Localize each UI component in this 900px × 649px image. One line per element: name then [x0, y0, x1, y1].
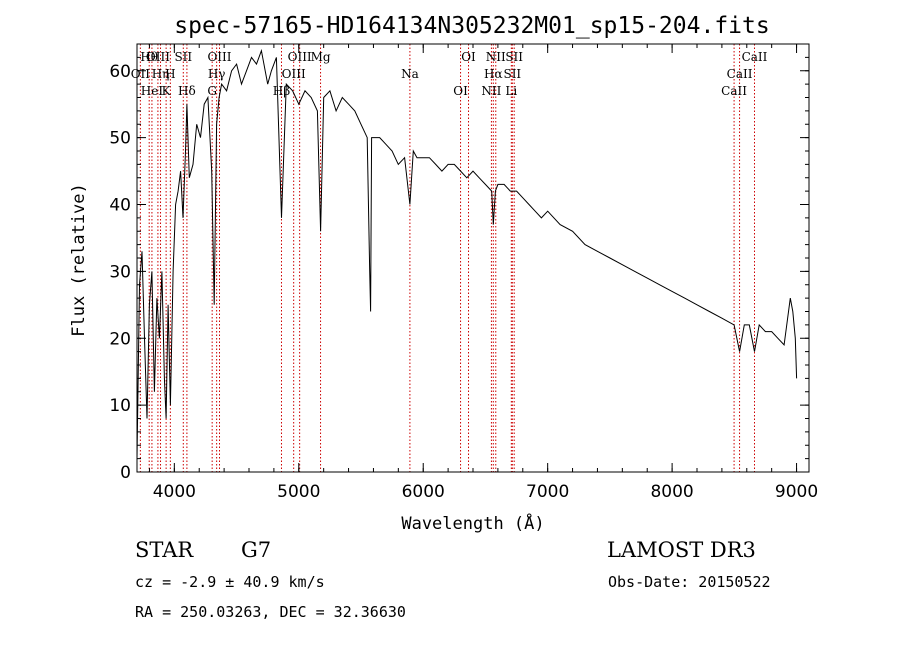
line-label: Hη	[152, 67, 170, 81]
x-axis: 4000 5000 6000 7000 8000 9000	[148, 44, 818, 502]
spectrum-line	[136, 48, 798, 459]
line-label: Hδ	[178, 84, 196, 98]
x-tick-label: 5000	[277, 482, 320, 502]
line-label: OI	[461, 50, 476, 64]
emission-line-markers	[139, 44, 755, 472]
line-label: OIII	[288, 50, 312, 64]
x-tick-label: 7000	[526, 482, 569, 502]
line-label: Li	[505, 84, 517, 98]
line-label: Hγ	[208, 67, 226, 81]
line-label: CaII	[721, 84, 747, 98]
emission-line-labels: HθOIIHeIOIIIHηKSIIHHδOIIIHγGOIIIOIIIHβMg…	[131, 50, 768, 98]
x-axis-label: Wavelength (Å)	[401, 512, 544, 534]
line-label: CaII	[742, 50, 768, 64]
y-tick-label: 10	[109, 396, 131, 416]
line-label: Na	[401, 67, 419, 81]
y-tick-label: 60	[109, 62, 131, 82]
plot-frame	[136, 43, 810, 473]
redshift-readout: cz = -2.9 ± 40.9 km/s	[135, 573, 325, 591]
observation-date: Obs-Date: 20150522	[608, 573, 771, 591]
line-label: G	[207, 84, 217, 98]
y-tick-label: 40	[109, 196, 131, 216]
line-label: HeI	[141, 84, 164, 98]
line-label: SII	[505, 50, 523, 64]
object-class: STAR	[135, 538, 194, 562]
object-subclass: G7	[241, 538, 272, 562]
line-label: CaII	[727, 67, 753, 81]
line-label: NII	[481, 84, 501, 98]
line-label: OIII	[207, 50, 231, 64]
line-label: SII	[174, 50, 192, 64]
line-label: OII	[131, 67, 151, 81]
y-tick-label: 50	[109, 129, 131, 149]
survey-name: LAMOST DR3	[607, 538, 756, 562]
line-label: Hα	[484, 67, 503, 81]
line-label: OIII	[282, 67, 306, 81]
x-tick-label: 8000	[650, 482, 693, 502]
line-label: Mg	[311, 50, 331, 64]
y-axis: 0 10 20 30 40 50 60	[109, 56, 809, 483]
chart-title: spec-57165-HD164134N305232M01_sp15-204.f…	[174, 13, 769, 39]
x-tick-label: 4000	[153, 482, 196, 502]
y-tick-label: 20	[109, 329, 131, 349]
x-tick-label: 9000	[775, 482, 818, 502]
line-label: OI	[453, 84, 468, 98]
line-label: OIII	[146, 50, 170, 64]
y-tick-label: 0	[120, 463, 131, 483]
x-tick-label: 6000	[402, 482, 445, 502]
line-label: K	[162, 84, 172, 98]
coordinates: RA = 250.03263, DEC = 32.36630	[135, 603, 406, 621]
line-label: SII	[503, 67, 521, 81]
y-tick-label: 30	[109, 262, 131, 282]
line-label: NII	[486, 50, 506, 64]
y-axis-label: Flux (relative)	[69, 183, 89, 337]
line-label: Hθ	[140, 50, 158, 64]
line-label: H	[165, 67, 175, 81]
